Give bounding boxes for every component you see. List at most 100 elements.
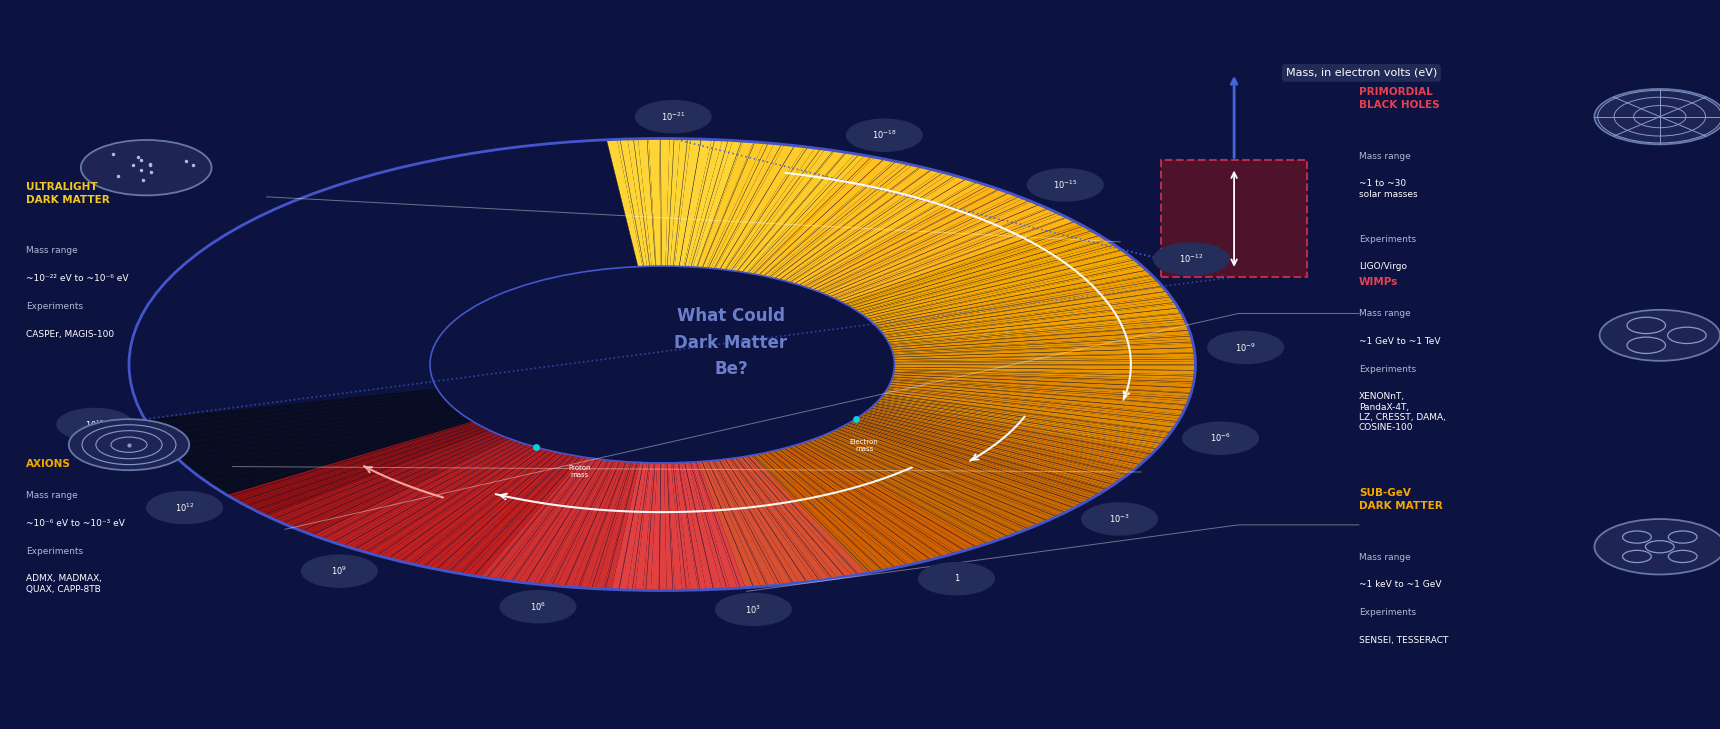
Wedge shape — [518, 459, 602, 583]
Wedge shape — [886, 388, 1180, 423]
Text: $10^{-21}$: $10^{-21}$ — [660, 111, 686, 123]
Wedge shape — [542, 460, 612, 585]
Wedge shape — [280, 433, 497, 523]
Text: Mass, in electron volts (eV): Mass, in electron volts (eV) — [1287, 68, 1436, 78]
Wedge shape — [891, 330, 1190, 351]
Wedge shape — [287, 434, 501, 526]
Wedge shape — [839, 218, 1075, 302]
Wedge shape — [889, 384, 1185, 414]
Wedge shape — [162, 399, 445, 447]
Text: 1: 1 — [955, 574, 960, 583]
Wedge shape — [881, 287, 1166, 332]
Wedge shape — [771, 451, 917, 565]
Wedge shape — [888, 313, 1183, 344]
Wedge shape — [894, 371, 1194, 383]
Wedge shape — [502, 459, 597, 581]
Wedge shape — [869, 409, 1139, 469]
Wedge shape — [174, 404, 451, 459]
Wedge shape — [671, 139, 691, 266]
Text: ~1 GeV to ~1 TeV: ~1 GeV to ~1 TeV — [1359, 337, 1440, 346]
Wedge shape — [685, 462, 722, 590]
Wedge shape — [889, 383, 1187, 410]
Wedge shape — [891, 378, 1190, 401]
Wedge shape — [607, 139, 643, 267]
Wedge shape — [359, 445, 531, 552]
Wedge shape — [738, 457, 845, 578]
Wedge shape — [695, 461, 745, 588]
Wedge shape — [853, 235, 1106, 310]
Text: ~1 keV to ~1 GeV: ~1 keV to ~1 GeV — [1359, 580, 1441, 589]
Wedge shape — [855, 239, 1111, 311]
Wedge shape — [716, 460, 791, 585]
Circle shape — [1207, 332, 1283, 364]
Wedge shape — [734, 458, 838, 579]
Wedge shape — [659, 463, 667, 590]
Wedge shape — [867, 410, 1135, 470]
Wedge shape — [884, 392, 1175, 432]
Wedge shape — [356, 445, 530, 550]
Wedge shape — [879, 283, 1163, 331]
Wedge shape — [619, 463, 647, 590]
Wedge shape — [846, 424, 1089, 502]
Wedge shape — [894, 352, 1195, 361]
Wedge shape — [323, 440, 516, 541]
Wedge shape — [882, 394, 1170, 436]
Wedge shape — [879, 399, 1159, 448]
Text: Mass range: Mass range — [1359, 152, 1410, 160]
Wedge shape — [707, 143, 774, 268]
Wedge shape — [884, 295, 1173, 336]
Wedge shape — [526, 460, 605, 584]
Wedge shape — [251, 427, 485, 510]
Wedge shape — [845, 225, 1087, 305]
Wedge shape — [236, 424, 478, 502]
Text: $10^{-9}$: $10^{-9}$ — [1235, 341, 1256, 354]
Wedge shape — [389, 449, 545, 560]
Wedge shape — [863, 413, 1127, 477]
Text: Mass range: Mass range — [1359, 309, 1410, 318]
Wedge shape — [741, 152, 855, 273]
Wedge shape — [196, 412, 461, 477]
Text: $10^{-6}$: $10^{-6}$ — [1211, 432, 1232, 445]
Text: ADMX, MADMAX,
QUAX, CAPP-8TB: ADMX, MADMAX, QUAX, CAPP-8TB — [26, 574, 101, 594]
Wedge shape — [891, 321, 1187, 348]
Wedge shape — [857, 418, 1111, 488]
Wedge shape — [832, 430, 1060, 518]
Wedge shape — [783, 448, 944, 558]
Wedge shape — [891, 381, 1189, 405]
Circle shape — [846, 119, 922, 151]
Wedge shape — [807, 440, 1001, 541]
Wedge shape — [894, 365, 1195, 370]
Wedge shape — [886, 390, 1176, 427]
Wedge shape — [875, 402, 1154, 453]
Text: $10^{9}$: $10^{9}$ — [332, 565, 347, 577]
Wedge shape — [495, 458, 593, 580]
Wedge shape — [822, 434, 1037, 528]
Wedge shape — [382, 448, 544, 558]
Wedge shape — [165, 400, 447, 451]
Wedge shape — [814, 438, 1013, 537]
Wedge shape — [595, 462, 636, 589]
Wedge shape — [215, 418, 470, 491]
Wedge shape — [820, 435, 1032, 530]
Wedge shape — [750, 155, 874, 274]
Wedge shape — [255, 428, 485, 512]
Wedge shape — [170, 402, 449, 455]
Wedge shape — [858, 243, 1118, 313]
Wedge shape — [200, 413, 463, 481]
Wedge shape — [791, 445, 963, 553]
Wedge shape — [889, 317, 1185, 346]
Circle shape — [1154, 243, 1230, 275]
Wedge shape — [881, 397, 1166, 440]
Text: PRIMORDIAL
BLACK HOLES: PRIMORDIAL BLACK HOLES — [1359, 87, 1440, 110]
Wedge shape — [893, 339, 1194, 355]
Wedge shape — [533, 460, 609, 585]
Wedge shape — [232, 423, 476, 500]
Wedge shape — [776, 450, 931, 561]
Wedge shape — [284, 434, 499, 525]
Wedge shape — [810, 440, 1008, 539]
Wedge shape — [802, 443, 989, 545]
Wedge shape — [229, 422, 475, 499]
Wedge shape — [817, 195, 1023, 292]
Text: ~10⁻²² eV to ~10⁻⁶ eV: ~10⁻²² eV to ~10⁻⁶ eV — [26, 274, 129, 283]
Wedge shape — [712, 460, 784, 585]
